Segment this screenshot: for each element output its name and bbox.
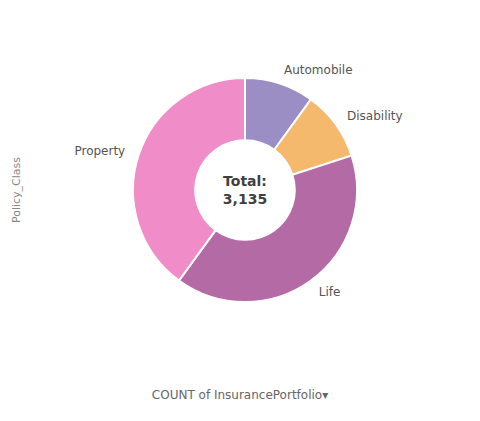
donut <box>133 78 357 302</box>
category-label: Disability <box>347 109 403 123</box>
center-label: Total: <box>223 173 267 189</box>
chart: Automobile Disability Life Property Total: 3,… <box>0 0 480 421</box>
category-label: Property <box>74 144 125 158</box>
category-label: Automobile <box>284 63 353 77</box>
labels: Automobile Disability Life Property Total: 3,… <box>74 63 402 299</box>
center-label: 3,135 <box>223 191 267 207</box>
y-label: Policy_Class <box>10 157 23 223</box>
x-label: COUNT of InsurancePortfolio▾ <box>152 388 328 402</box>
category-label: Life <box>319 285 341 299</box>
